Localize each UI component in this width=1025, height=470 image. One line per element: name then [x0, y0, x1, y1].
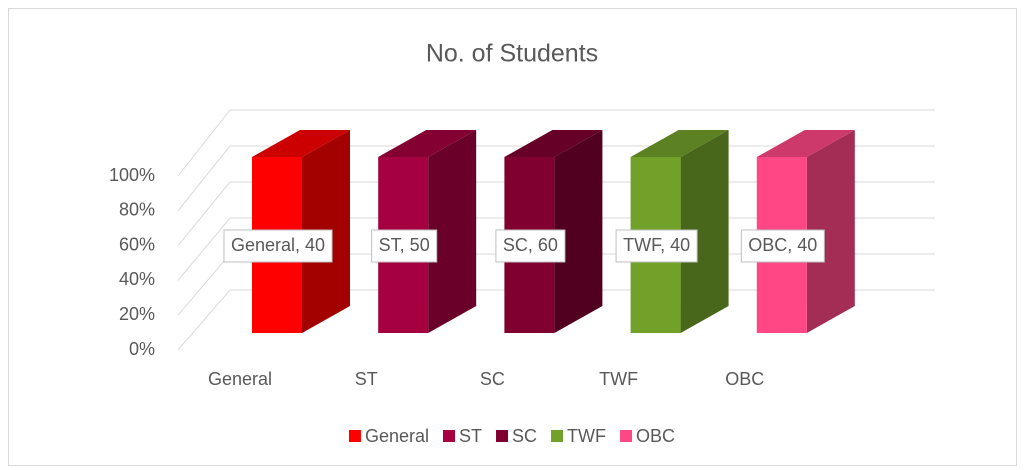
x-tick-label: ST	[355, 369, 378, 389]
data-label: OBC, 40	[748, 235, 817, 255]
x-tick-label: General	[208, 369, 272, 389]
bar-side	[680, 130, 729, 333]
legend: General ST SC TWF OBC	[348, 426, 675, 446]
legend-swatch	[551, 430, 564, 442]
bar-side	[806, 130, 855, 333]
bar-top	[378, 130, 477, 157]
legend-swatch	[443, 430, 456, 442]
x-tick-label: OBC	[725, 369, 764, 389]
data-label: TWF, 40	[623, 235, 690, 255]
data-label-box	[615, 229, 698, 263]
bar-top	[756, 130, 855, 157]
bar-side	[428, 130, 477, 333]
data-label: SC, 60	[503, 235, 558, 255]
legend-swatch	[496, 430, 509, 442]
chart-title: No. of Students	[426, 40, 598, 68]
y-tick-label: 0%	[129, 339, 155, 359]
bar-top	[252, 130, 350, 157]
data-label-box	[223, 229, 333, 263]
data-label-box	[495, 229, 566, 263]
bar-side	[554, 130, 603, 333]
data-label: General, 40	[231, 235, 325, 255]
x-tick-label: TWF	[599, 369, 638, 389]
bar-top	[630, 130, 729, 157]
grid-line	[177, 109, 935, 177]
data-label-box	[740, 229, 825, 263]
y-tick-label: 60%	[119, 234, 155, 254]
legend-swatch	[620, 430, 633, 442]
y-tick-label: 20%	[119, 304, 155, 324]
bar-top	[504, 130, 603, 157]
legend-label: General	[365, 426, 429, 446]
legend-swatch	[348, 430, 361, 442]
data-label-box	[371, 229, 438, 263]
legend-label: TWF	[567, 426, 606, 446]
x-tick-label: SC	[480, 369, 505, 389]
legend-label: OBC	[636, 426, 675, 446]
y-tick-label: 100%	[109, 165, 155, 185]
data-label: ST, 50	[379, 235, 430, 255]
y-tick-label: 40%	[119, 269, 155, 289]
legend-label: ST	[459, 426, 482, 446]
y-tick-label: 80%	[119, 200, 155, 220]
legend-label: SC	[512, 426, 537, 446]
